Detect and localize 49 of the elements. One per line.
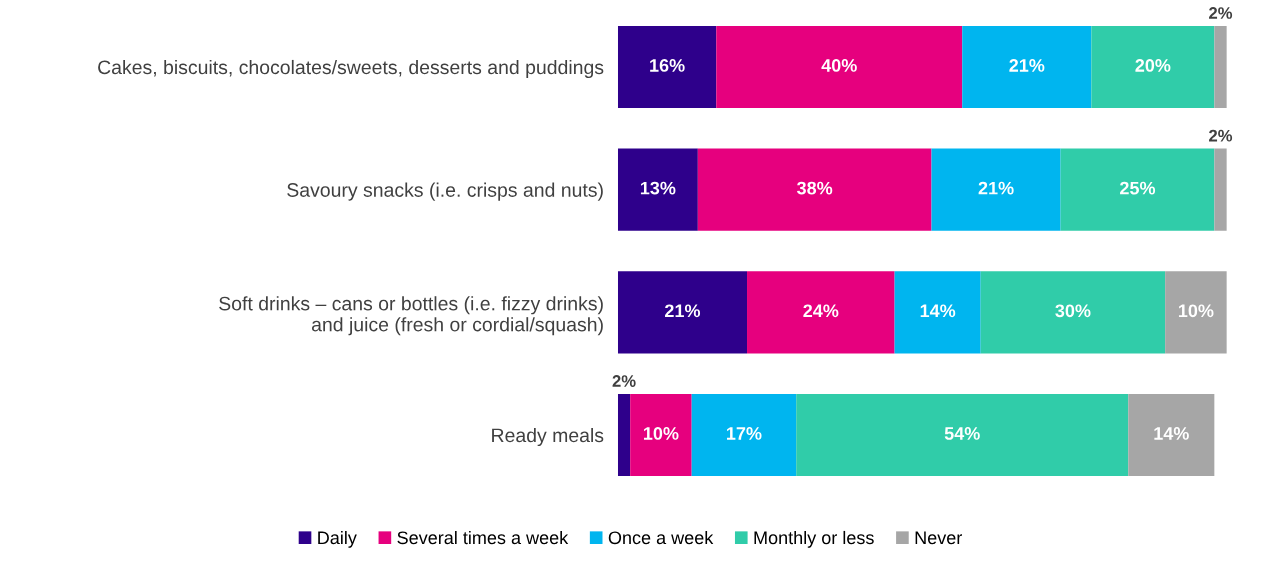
- data-label: 14%: [920, 304, 956, 318]
- bar: [796, 393, 1129, 477]
- data-label: 10%: [644, 427, 679, 440]
- data-label: 2%: [612, 375, 636, 387]
- bar: [1214, 148, 1227, 231]
- bar: [1214, 25, 1227, 109]
- data-label: 38%: [797, 181, 833, 195]
- bar: [697, 148, 932, 231]
- bar: [747, 271, 895, 354]
- bar: [894, 271, 981, 354]
- data-label: 20%: [1135, 59, 1171, 72]
- y-tick-label: Soft drinks – cans or bottles (i.e. fizzy drinks) and juice (fresh or cordial/squash): [219, 296, 603, 336]
- data-label: 40%: [821, 59, 857, 72]
- bar: [962, 25, 1092, 109]
- y-tick-label: Ready meals: [492, 427, 604, 447]
- data-label: 13%: [640, 181, 676, 195]
- data-label: 16%: [650, 59, 685, 72]
- bar: [1128, 393, 1215, 477]
- bar: [617, 271, 748, 354]
- legend-label: Once a week: [608, 530, 714, 545]
- data-label: 14%: [1154, 427, 1189, 440]
- data-label: 54%: [944, 427, 980, 440]
- bar: [617, 25, 717, 109]
- data-label: 30%: [1055, 304, 1091, 318]
- data-label: 21%: [1009, 59, 1045, 72]
- y-tick-label: Cakes, biscuits, chocolates/sweets, desserts and puddings: [98, 59, 604, 79]
- legend-label: Several times a week: [397, 530, 569, 545]
- data-label: 17%: [727, 427, 762, 440]
- bar: [617, 393, 631, 477]
- legend-label: Daily: [318, 530, 357, 548]
- bar: [691, 393, 797, 477]
- bar: [1165, 271, 1227, 354]
- data-label: 21%: [978, 181, 1014, 195]
- data-label: 25%: [1120, 181, 1156, 195]
- data-label: 10%: [1178, 304, 1214, 318]
- bar: [931, 148, 1061, 231]
- bar: [630, 393, 692, 477]
- bar: [1060, 148, 1215, 231]
- data-label: 21%: [665, 304, 701, 318]
- data-label: 2%: [1209, 7, 1233, 19]
- legend-label: Never: [915, 531, 963, 545]
- y-tick-label: Savoury snacks (i.e. crisps and nuts): [287, 182, 603, 201]
- data-label: 24%: [803, 304, 839, 318]
- bar: [980, 271, 1166, 354]
- bar: [617, 148, 698, 231]
- bar: [1091, 25, 1215, 109]
- data-label: 2%: [1209, 129, 1233, 142]
- legend-label: Monthly or less: [754, 530, 874, 548]
- bar: [716, 25, 963, 109]
